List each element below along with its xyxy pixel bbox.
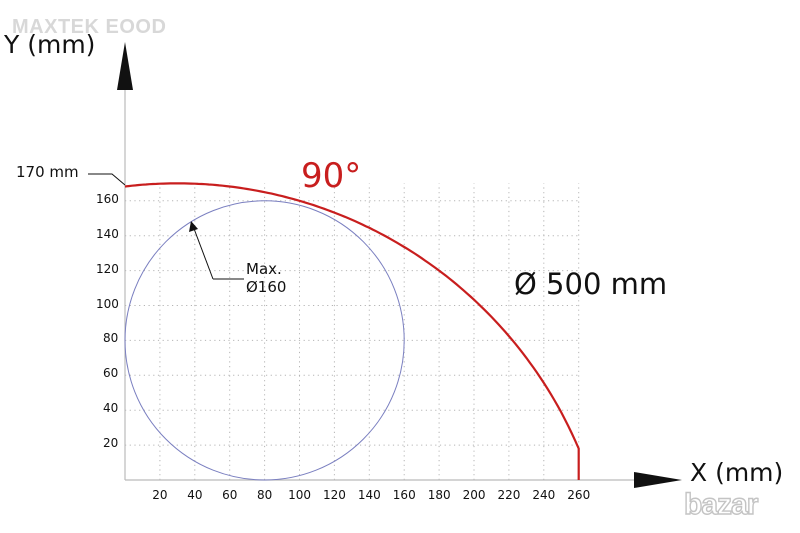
y-tick-label: 20 xyxy=(103,436,119,451)
bazar-logo: bazar xyxy=(683,487,759,521)
x-tick-label: 100 xyxy=(288,488,311,502)
max-leader-arrow-icon xyxy=(189,221,198,232)
y-tick-label: 120 xyxy=(96,261,119,276)
y-tick-label: 60 xyxy=(103,366,119,381)
x-tick-label: 180 xyxy=(427,488,451,502)
y-tick-label: 40 xyxy=(103,401,119,416)
diameter-label: Ø 500 mm xyxy=(514,267,668,301)
x-tick-label: 260 xyxy=(567,488,591,502)
max-workpiece-circle xyxy=(124,200,405,481)
x-tick-label: 60 xyxy=(222,488,238,502)
x-tick-label: 80 xyxy=(257,488,273,502)
max-leader-diag xyxy=(192,225,214,280)
y-tick-label: 80 xyxy=(103,331,119,346)
x-tick-label: 120 xyxy=(323,488,346,502)
y-axis-arrow-icon xyxy=(117,42,133,90)
y-tick-label: 100 xyxy=(96,296,119,311)
working-range-arc xyxy=(124,182,580,480)
max-label-line2: Ø160 xyxy=(246,278,287,296)
x-axis-arrow-icon xyxy=(634,472,682,488)
y-extent-label: 170 mm xyxy=(16,163,79,181)
x-tick-label: 240 xyxy=(532,488,556,502)
x-tick-label: 200 xyxy=(462,488,486,502)
max-leader xyxy=(189,221,244,280)
x-tick-label: 160 xyxy=(392,488,416,502)
watermark: MAXTEK EOOD xyxy=(12,16,167,38)
axes xyxy=(117,42,682,488)
y-axis-title: Y (mm) xyxy=(4,30,96,59)
max-diameter-label: Max. Ø160 xyxy=(246,260,286,296)
y-tick-label: 140 xyxy=(96,226,119,241)
x-tick-label: 40 xyxy=(187,488,203,502)
x-axis-title: X (mm) xyxy=(690,458,784,487)
x-tick-label: 220 xyxy=(497,488,521,502)
x-tick-label: 140 xyxy=(357,488,381,502)
dotted-grid xyxy=(125,183,580,480)
max-label-line1: Max. xyxy=(246,260,282,278)
y-extent-leader xyxy=(88,173,126,186)
angle-label: 90° xyxy=(301,156,362,196)
x-tick-label: 20 xyxy=(152,488,168,502)
y-tick-label: 160 xyxy=(96,191,119,206)
